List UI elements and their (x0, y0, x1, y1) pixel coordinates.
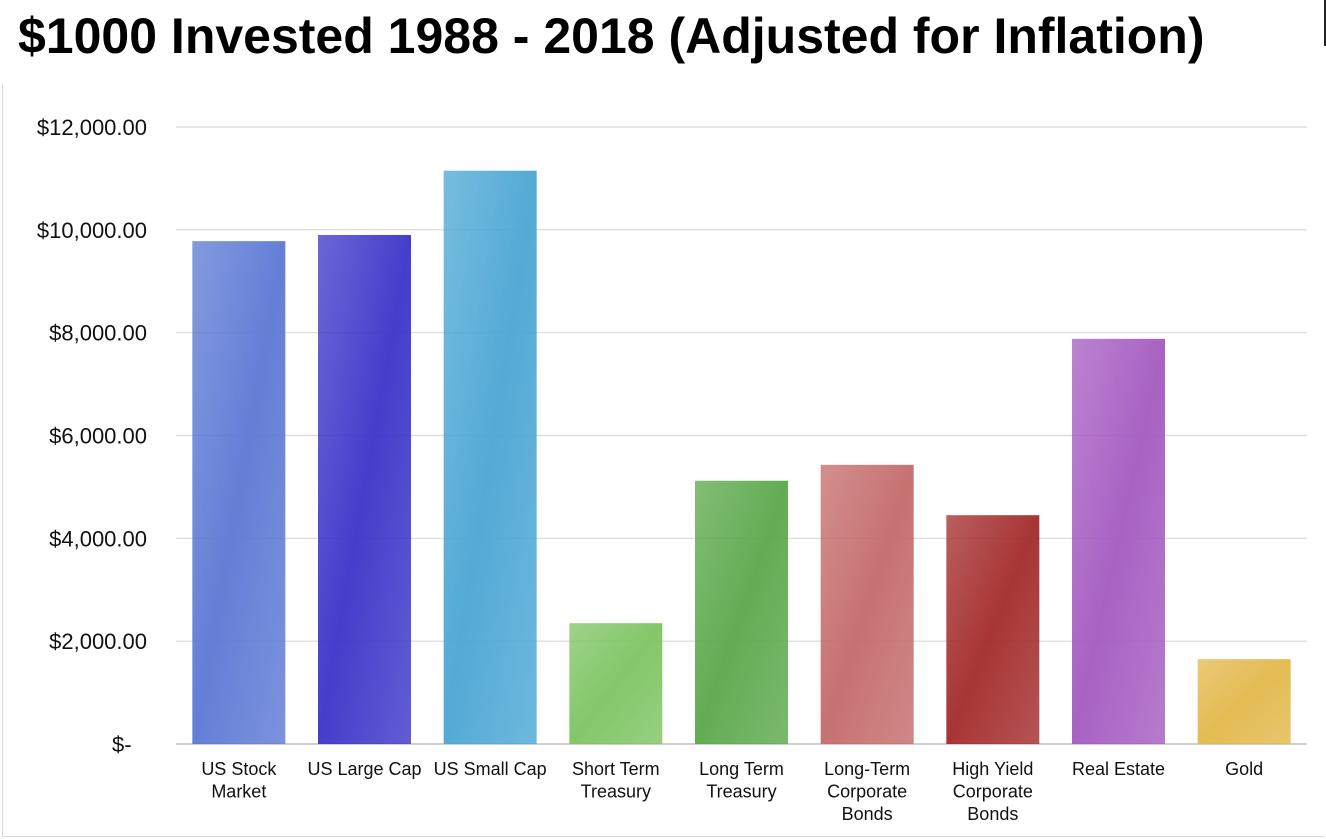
x-tick-label: Gold (1225, 759, 1263, 779)
x-tick-label: US Large Cap (307, 759, 421, 779)
y-tick-label: $- (112, 732, 132, 757)
x-tick-label: Long-Term Corporate Bonds (824, 759, 910, 824)
y-tick-label: $12,000.00 (37, 115, 147, 140)
y-tick-label: $8,000.00 (49, 321, 147, 346)
bar (1072, 338, 1165, 744)
x-tick-label: Long Term Treasury (699, 759, 784, 802)
bar (820, 464, 914, 744)
chart-title: $1000 Invested 1988 - 2018 (Adjusted for… (18, 8, 1205, 64)
bar (192, 241, 286, 744)
y-tick-label: $6,000.00 (49, 424, 147, 449)
bars (192, 170, 1291, 744)
y-tick-label: $4,000.00 (49, 526, 147, 551)
y-axis-ticks: $- $2,000.00 $4,000.00 $6,000.00 $8,000.00 $1… (37, 115, 147, 757)
bar (443, 170, 537, 744)
title-divider (1324, 0, 1326, 46)
x-tick-label: Real Estate (1072, 759, 1165, 779)
x-tick-label: High Yield Corporate Bonds (952, 759, 1033, 824)
x-tick-label: US Stock Market (201, 759, 277, 802)
bar (695, 480, 788, 744)
bar (1197, 659, 1291, 744)
x-tick-label: Short Term Treasury (572, 759, 660, 802)
x-tick-label: US Small Cap (434, 759, 547, 779)
y-tick-label: $10,000.00 (37, 218, 147, 243)
bar (569, 623, 663, 744)
bar (946, 515, 1040, 744)
bar (318, 234, 411, 744)
y-tick-label: $2,000.00 (49, 629, 147, 654)
chart-frame (2, 84, 1324, 837)
x-axis-ticks: US Stock Market US Large Cap US Small Cap Sh… (201, 759, 1263, 824)
